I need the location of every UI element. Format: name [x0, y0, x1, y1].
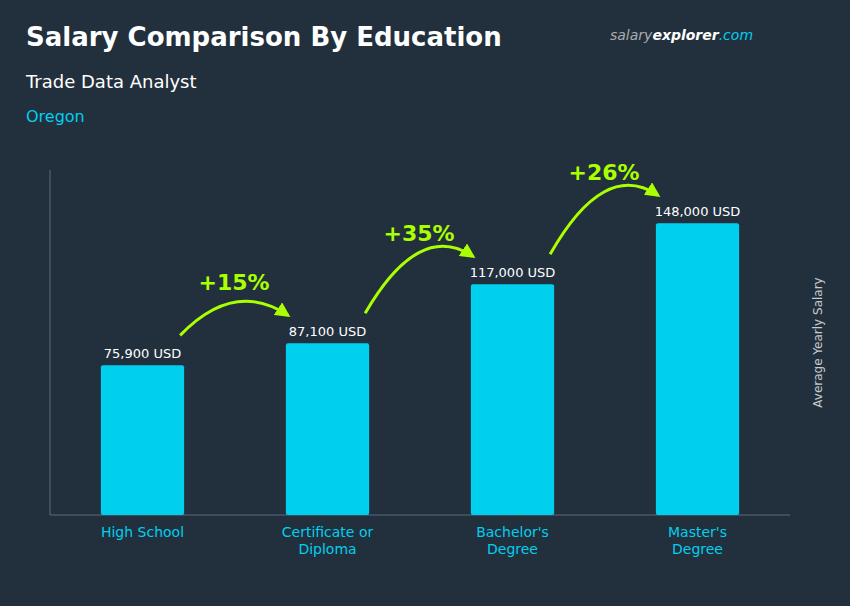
data-label: 87,100 USD [289, 324, 366, 339]
title: Salary Comparison By Education [26, 22, 502, 52]
bar [286, 343, 369, 515]
x-tick-label: Bachelor'sDegree [476, 524, 549, 557]
brand-part: salary [610, 27, 653, 43]
x-tick-label: High School [101, 524, 184, 540]
subtitle: Trade Data Analyst [25, 71, 197, 92]
bar [656, 223, 739, 515]
data-label: 148,000 USD [655, 204, 741, 219]
change-label: +26% [568, 160, 639, 185]
change-arrow [550, 185, 658, 254]
brand: salaryexplorer.com [610, 27, 753, 43]
location: Oregon [26, 107, 85, 126]
chart: Salary Comparison By Education Trade Data… [0, 0, 850, 606]
bar [471, 284, 554, 515]
y-axis-label: Average Yearly Salary [811, 277, 825, 407]
bar [101, 365, 184, 515]
data-label: 75,900 USD [104, 346, 181, 361]
bars [101, 223, 739, 515]
background [0, 0, 850, 606]
change-arrow [365, 246, 473, 313]
x-tick-label: Certificate orDiploma [282, 524, 374, 557]
y-axis-line [50, 170, 51, 515]
x-tick-label: Master'sDegree [668, 524, 727, 557]
change-label: +35% [383, 221, 454, 246]
change-arrow [180, 301, 288, 335]
data-label: 117,000 USD [470, 265, 556, 280]
brand-part: .com [719, 27, 753, 43]
change-label: +15% [198, 270, 269, 295]
brand-part: explorer [652, 27, 719, 43]
